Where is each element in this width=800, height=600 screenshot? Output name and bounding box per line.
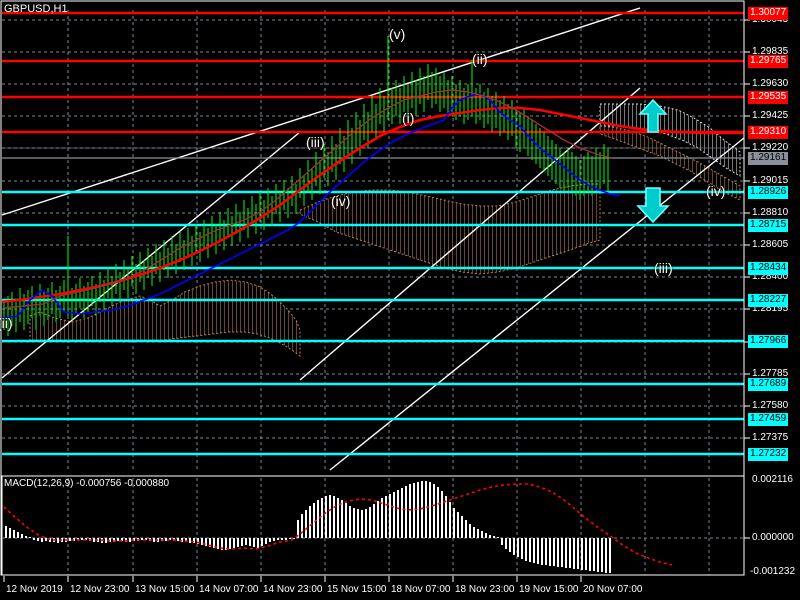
moving-average-fast [1,106,744,304]
current-price-badge[interactable]: 1.29161 [748,152,789,165]
macd-tick: -0.001232 [750,566,796,577]
price-tick: 1.29425 [752,110,789,121]
time-tick: 19 Nov 15:00 [519,584,579,595]
time-tick: 13 Nov 15:00 [135,584,195,595]
support-price-badge[interactable]: 1.28715 [748,219,789,232]
time-tick: 18 Nov 23:00 [455,584,515,595]
time-tick: 20 Nov 07:00 [583,584,643,595]
resistance-price-badge[interactable]: 1.29535 [748,91,789,104]
wave-label-v: (v) [389,26,406,42]
price-tick: 1.29220 [752,142,789,153]
macd-signal-line [3,483,673,566]
time-tick: 12 Nov 23:00 [70,584,130,595]
tenkan-sen [3,89,613,309]
price-tick: 1.28810 [752,207,789,218]
macd-tick: 0.000000 [752,532,794,543]
resistance-price-badge[interactable]: 1.29765 [748,55,789,68]
price-tick: 1.28400 [752,271,789,282]
wave-label-iii: (iii) [306,134,325,150]
price-tick: 1.29015 [752,175,789,186]
wave-label-ii: (ii) [472,51,488,67]
support-price-badge[interactable]: 1.27689 [748,378,789,391]
macd-tick: 0.002116 [752,474,793,485]
price-tick: 1.28605 [752,239,789,250]
support-price-badge[interactable]: 1.28227 [748,294,789,307]
support-price-badge[interactable]: 1.28434 [748,262,789,275]
macd-indicator-label: MACD(12,26,9) -0.000756 -0.000880 [4,478,170,489]
moving-average-slow [1,93,621,319]
time-tick: 14 Nov 23:00 [263,584,323,595]
price-tick: 1.28195 [752,303,789,314]
time-tick: 15 Nov 15:00 [327,584,387,595]
wave-label-ii-2: (ii) [0,315,13,331]
chart-symbol-label: GBPUSD,H1 [4,3,68,15]
time-tick: 14 Nov 07:00 [199,584,259,595]
time-tick: 18 Nov 07:00 [391,584,451,595]
support-price-badge[interactable]: 1.27232 [748,448,789,461]
wave-label-iv-2: (iv) [706,183,726,199]
support-price-badge[interactable]: 1.27459 [748,413,789,426]
wave-label-i: (i) [402,110,415,126]
price-tick: 1.27580 [752,400,789,411]
price-tick: 1.27785 [752,368,789,379]
resistance-price-badge[interactable]: 1.29310 [748,126,789,139]
macd-histogram [5,481,611,573]
wave-label-iii-2: (iii) [654,260,673,276]
arrow-down-sell[interactable] [636,187,670,224]
wave-label-iv: (iv) [331,193,351,209]
macd-subwindow [1,475,745,576]
support-price-badge[interactable]: 1.28926 [748,186,789,199]
support-lines[interactable] [2,190,744,456]
price-tick: 1.27375 [752,432,789,443]
time-axis-ticks [3,576,582,582]
resistance-lines[interactable] [2,11,744,134]
time-tick: 12 Nov 2019 [6,584,63,595]
price-tick: 1.29630 [752,78,789,89]
arrow-up-buy[interactable] [638,98,668,133]
price-tick: 1.29835 [752,46,789,57]
trendlines[interactable] [1,7,745,471]
support-price-badge[interactable]: 1.27966 [748,335,789,348]
resistance-price-badge[interactable]: 1.30077 [748,7,789,20]
